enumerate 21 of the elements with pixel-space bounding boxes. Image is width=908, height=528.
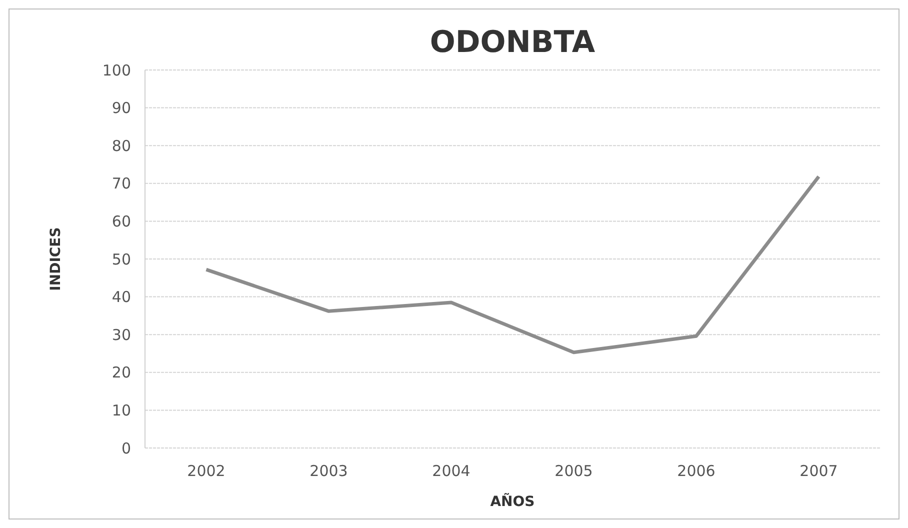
y-tick-label: 30 (112, 326, 131, 344)
y-tick-label: 40 (112, 288, 131, 306)
chart-title: ODONBTA (430, 25, 596, 60)
y-tick-label: 60 (112, 212, 131, 230)
y-tick-label: 0 (121, 439, 131, 458)
x-tick-label: 2006 (677, 462, 716, 480)
y-tick-label: 70 (112, 174, 131, 193)
x-tick-label: 2003 (310, 462, 348, 480)
x-tick-label: 2002 (187, 462, 226, 480)
y-tick-label: 100 (102, 61, 131, 80)
x-tick-label: 2007 (800, 462, 838, 480)
x-axis-title: AÑOS (490, 493, 535, 510)
x-tick-label: 2004 (432, 462, 470, 480)
y-tick-label: 10 (112, 401, 131, 420)
y-tick-label: 50 (112, 250, 131, 268)
line-series (204, 174, 820, 354)
y-tick-label: 80 (112, 136, 131, 155)
y-tick-label: 20 (112, 364, 131, 382)
y-tick-label: 90 (112, 99, 131, 118)
x-tick-label: 2005 (554, 462, 593, 480)
y-axis-title: INDICES (48, 227, 64, 291)
